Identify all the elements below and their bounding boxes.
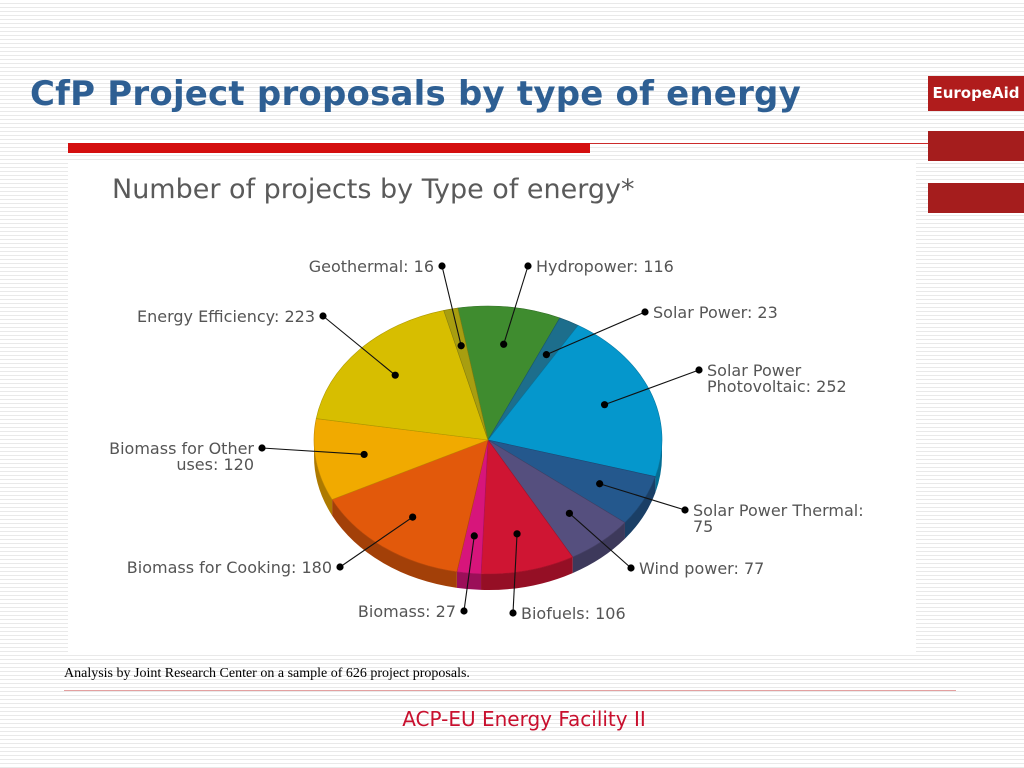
marker-dot-solar-power-photovoltaic (695, 366, 703, 374)
marker-dot-biomass (470, 532, 478, 540)
leader-line-energy-efficiency (322, 315, 396, 376)
leader-line-geothermal (441, 265, 462, 346)
chart-title: Number of projects by Type of energy* (112, 174, 635, 205)
chart-panel: Number of projects by Type of energy* Hy… (68, 162, 916, 654)
marker-dot-geothermal (457, 342, 465, 350)
marker-dot-biofuels (509, 609, 517, 617)
marker-dot-solar-power-photovoltaic (600, 401, 609, 409)
slice-side-biomass-for-other-uses (314, 440, 333, 516)
slice-label-solar-power-photovoltaic: Solar Power Photovoltaic: 252 (707, 361, 847, 396)
leader-line-biomass (463, 535, 475, 612)
slice-label-solar-power: Solar Power: 23 (653, 303, 778, 322)
slice-label-biomass-for-other-uses: Biomass for Other uses: 120 (109, 439, 254, 474)
leader-line-biomass-for-cooking (339, 516, 413, 568)
slice-label-energy-efficiency: Energy Efficiency: 223 (137, 307, 315, 326)
marker-dot-biomass-for-other-uses (360, 450, 368, 459)
marker-dot-energy-efficiency (319, 312, 327, 320)
slice-geothermal (443, 307, 489, 441)
marker-dot-solar-power (542, 351, 550, 359)
marker-dot-solar-power (641, 308, 649, 316)
slice-solar-power-photovoltaic (487, 324, 663, 477)
slice-label-biofuels: Biofuels: 106 (521, 604, 626, 623)
footer-title: ACP-EU Energy Facility II (402, 707, 646, 731)
leader-line-hydropower (503, 265, 529, 345)
slice-hydropower (457, 305, 561, 441)
slice-energy-efficiency (315, 310, 489, 441)
marker-dot-wind-power (627, 564, 635, 572)
leader-line-solar-power-photovoltaic (604, 369, 700, 406)
marker-dot-biomass-for-cooking (336, 563, 344, 571)
slice-label-biomass-for-cooking: Biomass for Cooking: 180 (127, 558, 332, 577)
slice-side-wind-power (572, 522, 625, 574)
slice-label-solar-power-thermal: Solar Power Thermal: 75 (693, 501, 864, 536)
footer-divider (64, 690, 956, 691)
analysis-footnote: Analysis by Joint Research Center on a s… (64, 666, 470, 681)
title-underline (68, 143, 590, 153)
slice-biofuels (480, 439, 574, 575)
europeaid-logo: EuropeAid (928, 76, 1024, 111)
pie-chart: Number of projects by Type of energy* Hy… (109, 174, 864, 623)
marker-dot-energy-efficiency (391, 371, 399, 379)
slice-side-biomass-for-cooking (332, 499, 457, 588)
slide-title: CfP Project proposals by type of energy (30, 74, 801, 114)
marker-dot-biomass-for-other-uses (258, 444, 266, 452)
marker-dot-solar-power-thermal (596, 480, 604, 488)
slice-label-geothermal: Geothermal: 16 (309, 257, 434, 276)
leader-line-biofuels (512, 533, 518, 614)
marker-dot-biomass-for-cooking (409, 513, 417, 521)
marker-dot-solar-power-thermal (681, 506, 689, 514)
slice-biomass-for-cooking (331, 439, 489, 573)
slice-biomass-for-other-uses (313, 418, 489, 500)
slice-label-wind-power: Wind power: 77 (639, 559, 764, 578)
leader-line-biomass-for-other-uses (261, 447, 365, 455)
marker-dot-biofuels (513, 530, 521, 538)
slice-label-hydropower: Hydropower: 116 (536, 257, 674, 276)
marker-dot-hydropower (500, 340, 508, 348)
leader-line-solar-power (546, 311, 646, 356)
marker-dot-biomass (460, 607, 468, 615)
decorative-accent-block (928, 131, 1024, 161)
leader-line-solar-power-thermal (599, 483, 686, 511)
decorative-accent-block (928, 183, 1024, 213)
slice-side-biomass (456, 571, 482, 590)
marker-dot-hydropower (524, 262, 532, 270)
marker-dot-wind-power (565, 509, 573, 517)
title-underline-thin (590, 143, 928, 144)
leader-line-wind-power (569, 512, 632, 569)
slice-side-solar-power-thermal (624, 476, 656, 539)
slice-label-biomass: Biomass: 27 (358, 602, 456, 621)
marker-dot-geothermal (438, 262, 446, 270)
